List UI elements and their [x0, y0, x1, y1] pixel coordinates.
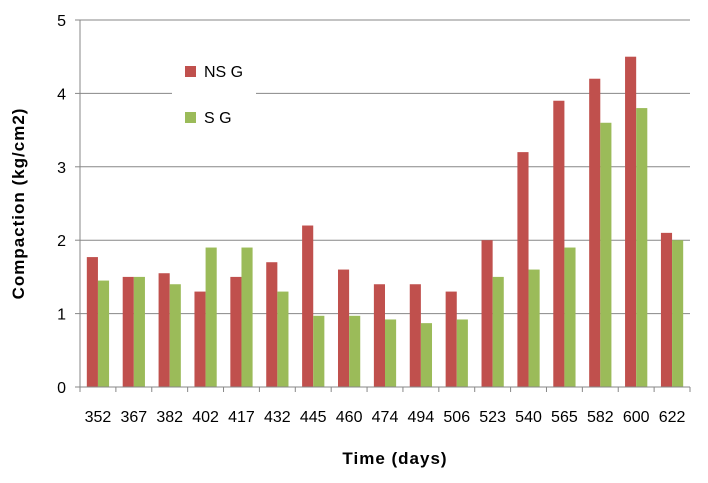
y-tick-label: 2	[57, 233, 66, 250]
y-axis-title: Compaction (kg/cm2)	[9, 108, 28, 300]
bar-ns-g	[302, 225, 314, 387]
x-tick-label: 565	[551, 409, 578, 426]
y-tick-label: 1	[57, 307, 66, 324]
bar-ns-g	[266, 262, 278, 387]
x-tick-label: 582	[587, 409, 614, 426]
bar-s-g	[528, 269, 540, 387]
bar-ns-g	[660, 232, 673, 387]
bar-ns-g	[194, 291, 206, 387]
x-tick-label: 506	[443, 409, 470, 426]
bar-ns-g	[409, 284, 421, 387]
bar-s-g	[169, 284, 181, 387]
y-tick-label: 4	[57, 86, 66, 103]
bar-ns-g	[625, 56, 637, 387]
y-tick-label: 3	[57, 160, 66, 177]
bar-ns-g	[589, 78, 601, 387]
bar-s-g	[636, 108, 648, 387]
x-tick-label: 352	[85, 409, 112, 426]
bars	[86, 56, 684, 388]
x-tick-label: 382	[156, 409, 183, 426]
bar-s-g	[241, 247, 253, 387]
legend-box	[172, 50, 256, 138]
bar-s-g	[564, 247, 576, 387]
bar-s-g	[313, 315, 325, 387]
bar-s-g	[600, 122, 612, 387]
bar-ns-g	[373, 284, 385, 387]
bar-ns-g	[158, 273, 170, 387]
legend-swatch	[185, 112, 196, 123]
bar-ns-g	[517, 152, 529, 387]
x-tick-label: 540	[515, 409, 542, 426]
bar-ns-g	[481, 240, 493, 387]
legend-label: NS G	[204, 64, 243, 81]
bar-s-g	[456, 319, 468, 387]
bar-s-g	[349, 315, 361, 387]
tick-labels: 0 1 2 3 4 5 352 367 382 402 417 432 445 460 474 494 506 5…	[57, 13, 685, 426]
x-tick-label: 432	[264, 409, 291, 426]
x-tick-label: 523	[479, 409, 506, 426]
x-tick-label: 460	[336, 409, 363, 426]
x-tick-label: 402	[192, 409, 219, 426]
bar-ns-g	[445, 291, 457, 387]
x-tick-label: 494	[408, 409, 435, 426]
y-tick-label: 0	[57, 380, 66, 397]
x-tick-label: 417	[228, 409, 255, 426]
x-tick-label: 600	[623, 409, 650, 426]
bar-s-g	[492, 276, 504, 387]
bar-s-g	[133, 276, 145, 387]
bar-s-g	[97, 280, 110, 387]
bar-s-g	[205, 247, 217, 387]
bar-s-g	[277, 291, 289, 387]
bar-s-g	[385, 319, 397, 387]
bar-ns-g	[230, 276, 242, 387]
x-tick-label: 622	[659, 409, 686, 426]
bar-s-g	[420, 323, 433, 387]
bar-ns-g	[86, 257, 98, 387]
y-tick-label: 5	[57, 13, 66, 30]
legend: NS G S G	[172, 50, 256, 138]
bar-ns-g	[553, 100, 565, 388]
bar-ns-g	[337, 269, 350, 387]
x-tick-label: 367	[120, 409, 147, 426]
x-axis-title: Time (days)	[342, 449, 447, 468]
bar-ns-g	[122, 276, 134, 387]
x-tick-label: 445	[300, 409, 327, 426]
legend-swatch	[185, 66, 196, 77]
legend-label: S G	[204, 110, 232, 127]
bar-s-g	[672, 240, 684, 387]
axes	[75, 19, 691, 392]
x-tick-label: 474	[372, 409, 399, 426]
